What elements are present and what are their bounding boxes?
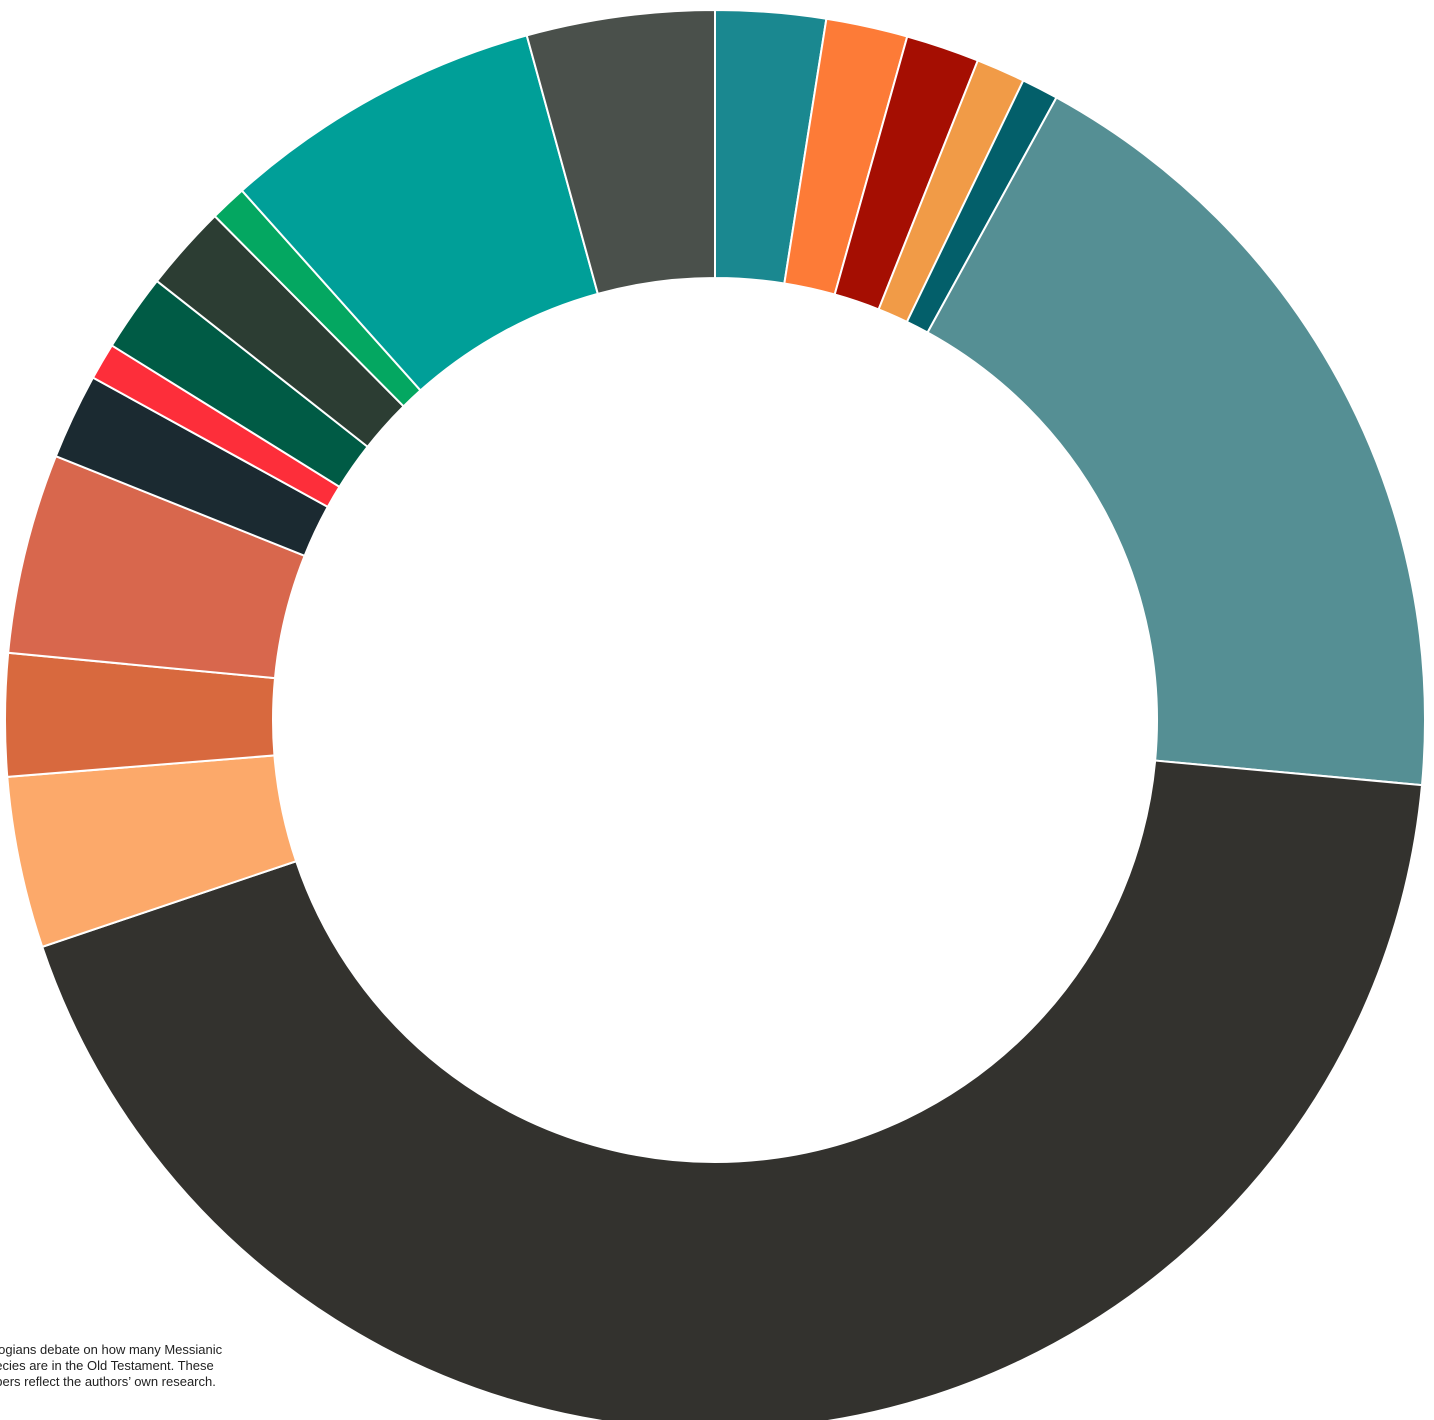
footnote-line-3: nbers reflect the authors’ own research. [0,1374,216,1389]
donut-slice-6 [926,96,1426,787]
footnote-line-2: hecies are in the Old Testament. These [0,1358,214,1373]
footnote: ologians debate on how many Messianic he… [0,1342,288,1390]
donut-slices [4,8,1426,1420]
donut-slice-7 [40,759,1424,1420]
donut-slice-17 [525,8,716,296]
footnote-line-1: ologians debate on how many Messianic [0,1342,223,1357]
